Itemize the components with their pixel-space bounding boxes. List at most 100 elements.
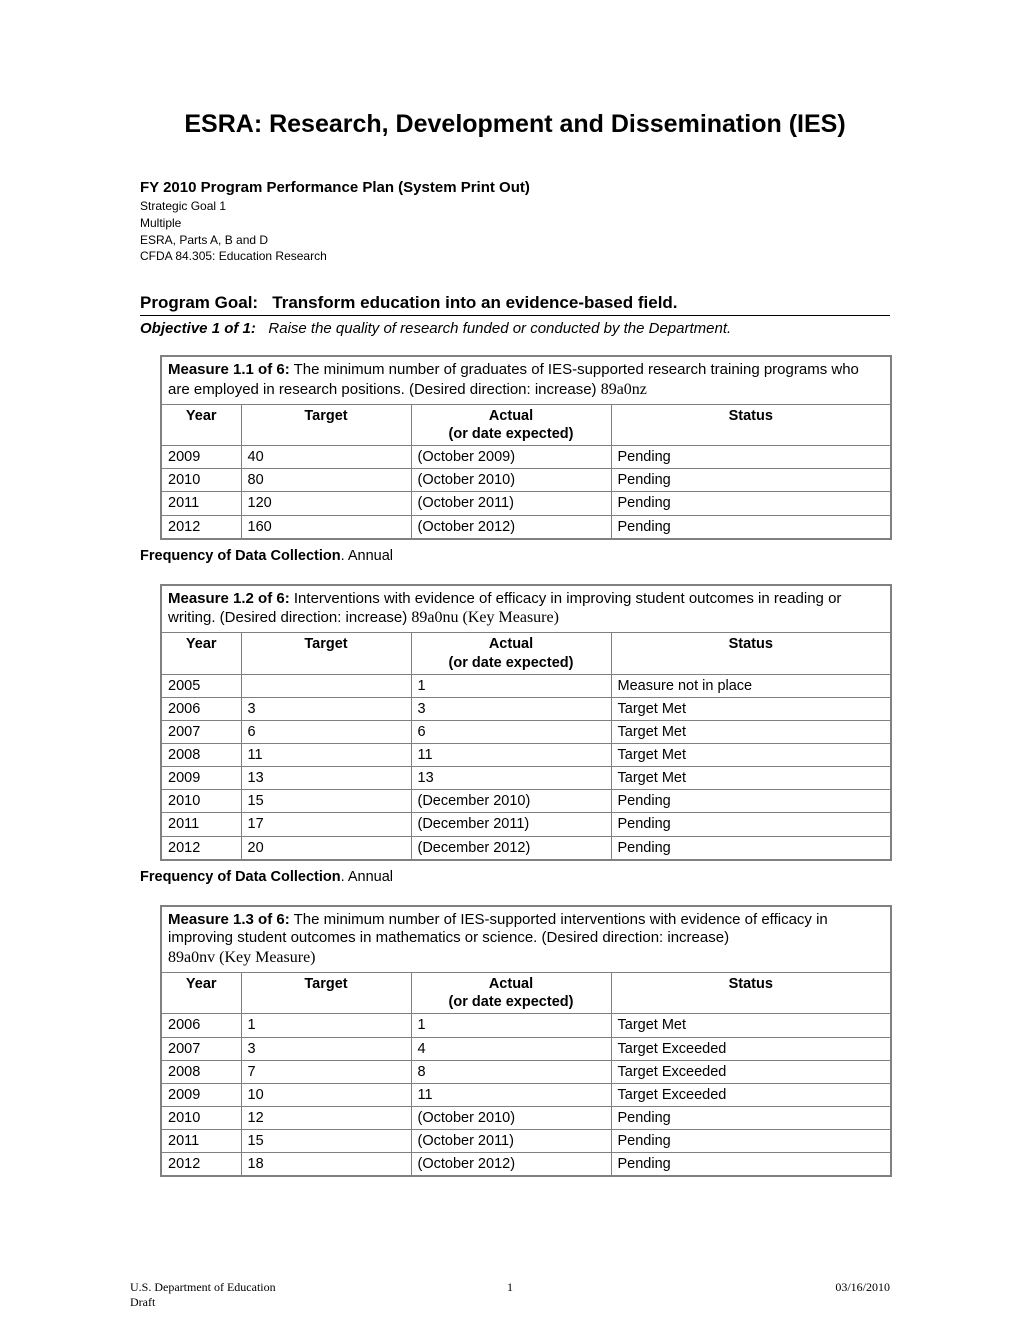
measure-1-3-block: Measure 1.3 of 6: The minimum number of … bbox=[160, 905, 890, 1178]
col-status: Status bbox=[611, 633, 891, 674]
table-cell: 13 bbox=[411, 767, 611, 790]
table-cell: 3 bbox=[411, 697, 611, 720]
col-target: Target bbox=[241, 973, 411, 1014]
table-row: 20091313Target Met bbox=[161, 767, 891, 790]
measure-title: Measure 1.3 of 6: The minimum number of … bbox=[161, 906, 891, 973]
page-title: ESRA: Research, Development and Dissemin… bbox=[140, 110, 890, 139]
measure-label: Measure 1.3 of 6: bbox=[168, 911, 290, 928]
table-cell: Pending bbox=[611, 813, 891, 836]
measure-code: 89a0nv bbox=[168, 949, 215, 966]
table-cell: 2006 bbox=[161, 1014, 241, 1037]
table-cell: 10 bbox=[241, 1083, 411, 1106]
table-cell: Pending bbox=[611, 1130, 891, 1153]
col-status: Status bbox=[611, 404, 891, 445]
table-cell: Pending bbox=[611, 790, 891, 813]
table-row: 201218(October 2012)Pending bbox=[161, 1153, 891, 1177]
table-cell: (October 2009) bbox=[411, 446, 611, 469]
table-cell: 8 bbox=[411, 1060, 611, 1083]
table-cell: Target Exceeded bbox=[611, 1037, 891, 1060]
table-cell: 3 bbox=[241, 1037, 411, 1060]
table-row: 201012(October 2010)Pending bbox=[161, 1106, 891, 1129]
measure-title: Measure 1.2 of 6: Interventions with evi… bbox=[161, 585, 891, 633]
table-cell: Pending bbox=[611, 446, 891, 469]
table-cell: 2010 bbox=[161, 1106, 241, 1129]
header-line: Strategic Goal 1 bbox=[140, 198, 890, 215]
table-cell: 2006 bbox=[161, 697, 241, 720]
header-line: CFDA 84.305: Education Research bbox=[140, 248, 890, 265]
table-cell: 2011 bbox=[161, 1130, 241, 1153]
table-cell: Pending bbox=[611, 1106, 891, 1129]
table-cell: 2008 bbox=[161, 1060, 241, 1083]
table-cell: 11 bbox=[411, 744, 611, 767]
table-cell: 1 bbox=[411, 1014, 611, 1037]
header-line: ESRA, Parts A, B and D bbox=[140, 232, 890, 249]
table-cell: (December 2012) bbox=[411, 836, 611, 860]
measure-label: Measure 1.1 of 6: bbox=[168, 361, 290, 378]
table-row: 201115(October 2011)Pending bbox=[161, 1130, 891, 1153]
key-measure: (Key Measure) bbox=[459, 609, 559, 626]
table-cell: Pending bbox=[611, 492, 891, 515]
table-cell: (December 2010) bbox=[411, 790, 611, 813]
objective-text: Raise the quality of research funded or … bbox=[268, 320, 731, 337]
table-cell: 2005 bbox=[161, 674, 241, 697]
table-row: 201220(December 2012)Pending bbox=[161, 836, 891, 860]
col-year: Year bbox=[161, 633, 241, 674]
table-row: 20081111Target Met bbox=[161, 744, 891, 767]
table-cell: Target Met bbox=[611, 720, 891, 743]
table-cell: 12 bbox=[241, 1106, 411, 1129]
table-cell: 2007 bbox=[161, 1037, 241, 1060]
table-cell: Target Met bbox=[611, 767, 891, 790]
table-cell: 2010 bbox=[161, 790, 241, 813]
table-cell: (October 2010) bbox=[411, 469, 611, 492]
table-cell: 20 bbox=[241, 836, 411, 860]
table-row: 200734Target Exceeded bbox=[161, 1037, 891, 1060]
col-actual: Actual(or date expected) bbox=[411, 973, 611, 1014]
table-cell: 2012 bbox=[161, 836, 241, 860]
table-cell: 17 bbox=[241, 813, 411, 836]
col-year: Year bbox=[161, 973, 241, 1014]
plan-title: FY 2010 Program Performance Plan (System… bbox=[140, 179, 890, 196]
table-cell: Target Met bbox=[611, 697, 891, 720]
measure-code: 89a0nz bbox=[601, 381, 647, 398]
objective-label: Objective 1 of 1: bbox=[140, 320, 256, 337]
table-cell: 2009 bbox=[161, 446, 241, 469]
program-goal: Program Goal: Transform education into a… bbox=[140, 293, 890, 316]
table-cell: 40 bbox=[241, 446, 411, 469]
frequency-line: Frequency of Data Collection. Annual bbox=[140, 548, 890, 564]
measure-1-3-table: Measure 1.3 of 6: The minimum number of … bbox=[160, 905, 892, 1178]
table-cell: 2012 bbox=[161, 1153, 241, 1177]
table-cell: (October 2012) bbox=[411, 515, 611, 539]
table-cell: 1 bbox=[241, 1014, 411, 1037]
table-cell: Pending bbox=[611, 1153, 891, 1177]
table-row: 2011120(October 2011)Pending bbox=[161, 492, 891, 515]
measure-1-2-block: Measure 1.2 of 6: Interventions with evi… bbox=[160, 584, 890, 861]
col-target: Target bbox=[241, 404, 411, 445]
measure-code: 89a0nu bbox=[411, 609, 458, 626]
table-cell: 2008 bbox=[161, 744, 241, 767]
table-cell: 2011 bbox=[161, 813, 241, 836]
table-cell: 15 bbox=[241, 790, 411, 813]
table-cell: Pending bbox=[611, 836, 891, 860]
goal-text: Transform education into an evidence-bas… bbox=[272, 293, 677, 312]
table-cell: 11 bbox=[411, 1083, 611, 1106]
col-year: Year bbox=[161, 404, 241, 445]
table-cell: 13 bbox=[241, 767, 411, 790]
table-row: 200766Target Met bbox=[161, 720, 891, 743]
table-cell: (October 2010) bbox=[411, 1106, 611, 1129]
measure-1-1-block: Measure 1.1 of 6: The minimum number of … bbox=[160, 355, 890, 540]
table-row: 200611Target Met bbox=[161, 1014, 891, 1037]
table-cell: 160 bbox=[241, 515, 411, 539]
table-cell: Target Exceeded bbox=[611, 1083, 891, 1106]
table-row: 201015(December 2010)Pending bbox=[161, 790, 891, 813]
table-cell: Target Exceeded bbox=[611, 1060, 891, 1083]
table-cell: 18 bbox=[241, 1153, 411, 1177]
header-line: Multiple bbox=[140, 215, 890, 232]
table-cell: Target Met bbox=[611, 1014, 891, 1037]
frequency-line: Frequency of Data Collection. Annual bbox=[140, 869, 890, 885]
table-cell: Measure not in place bbox=[611, 674, 891, 697]
table-cell: (October 2011) bbox=[411, 1130, 611, 1153]
col-status: Status bbox=[611, 973, 891, 1014]
objective: Objective 1 of 1: Raise the quality of r… bbox=[140, 320, 890, 337]
table-cell: (December 2011) bbox=[411, 813, 611, 836]
table-cell: 2009 bbox=[161, 1083, 241, 1106]
